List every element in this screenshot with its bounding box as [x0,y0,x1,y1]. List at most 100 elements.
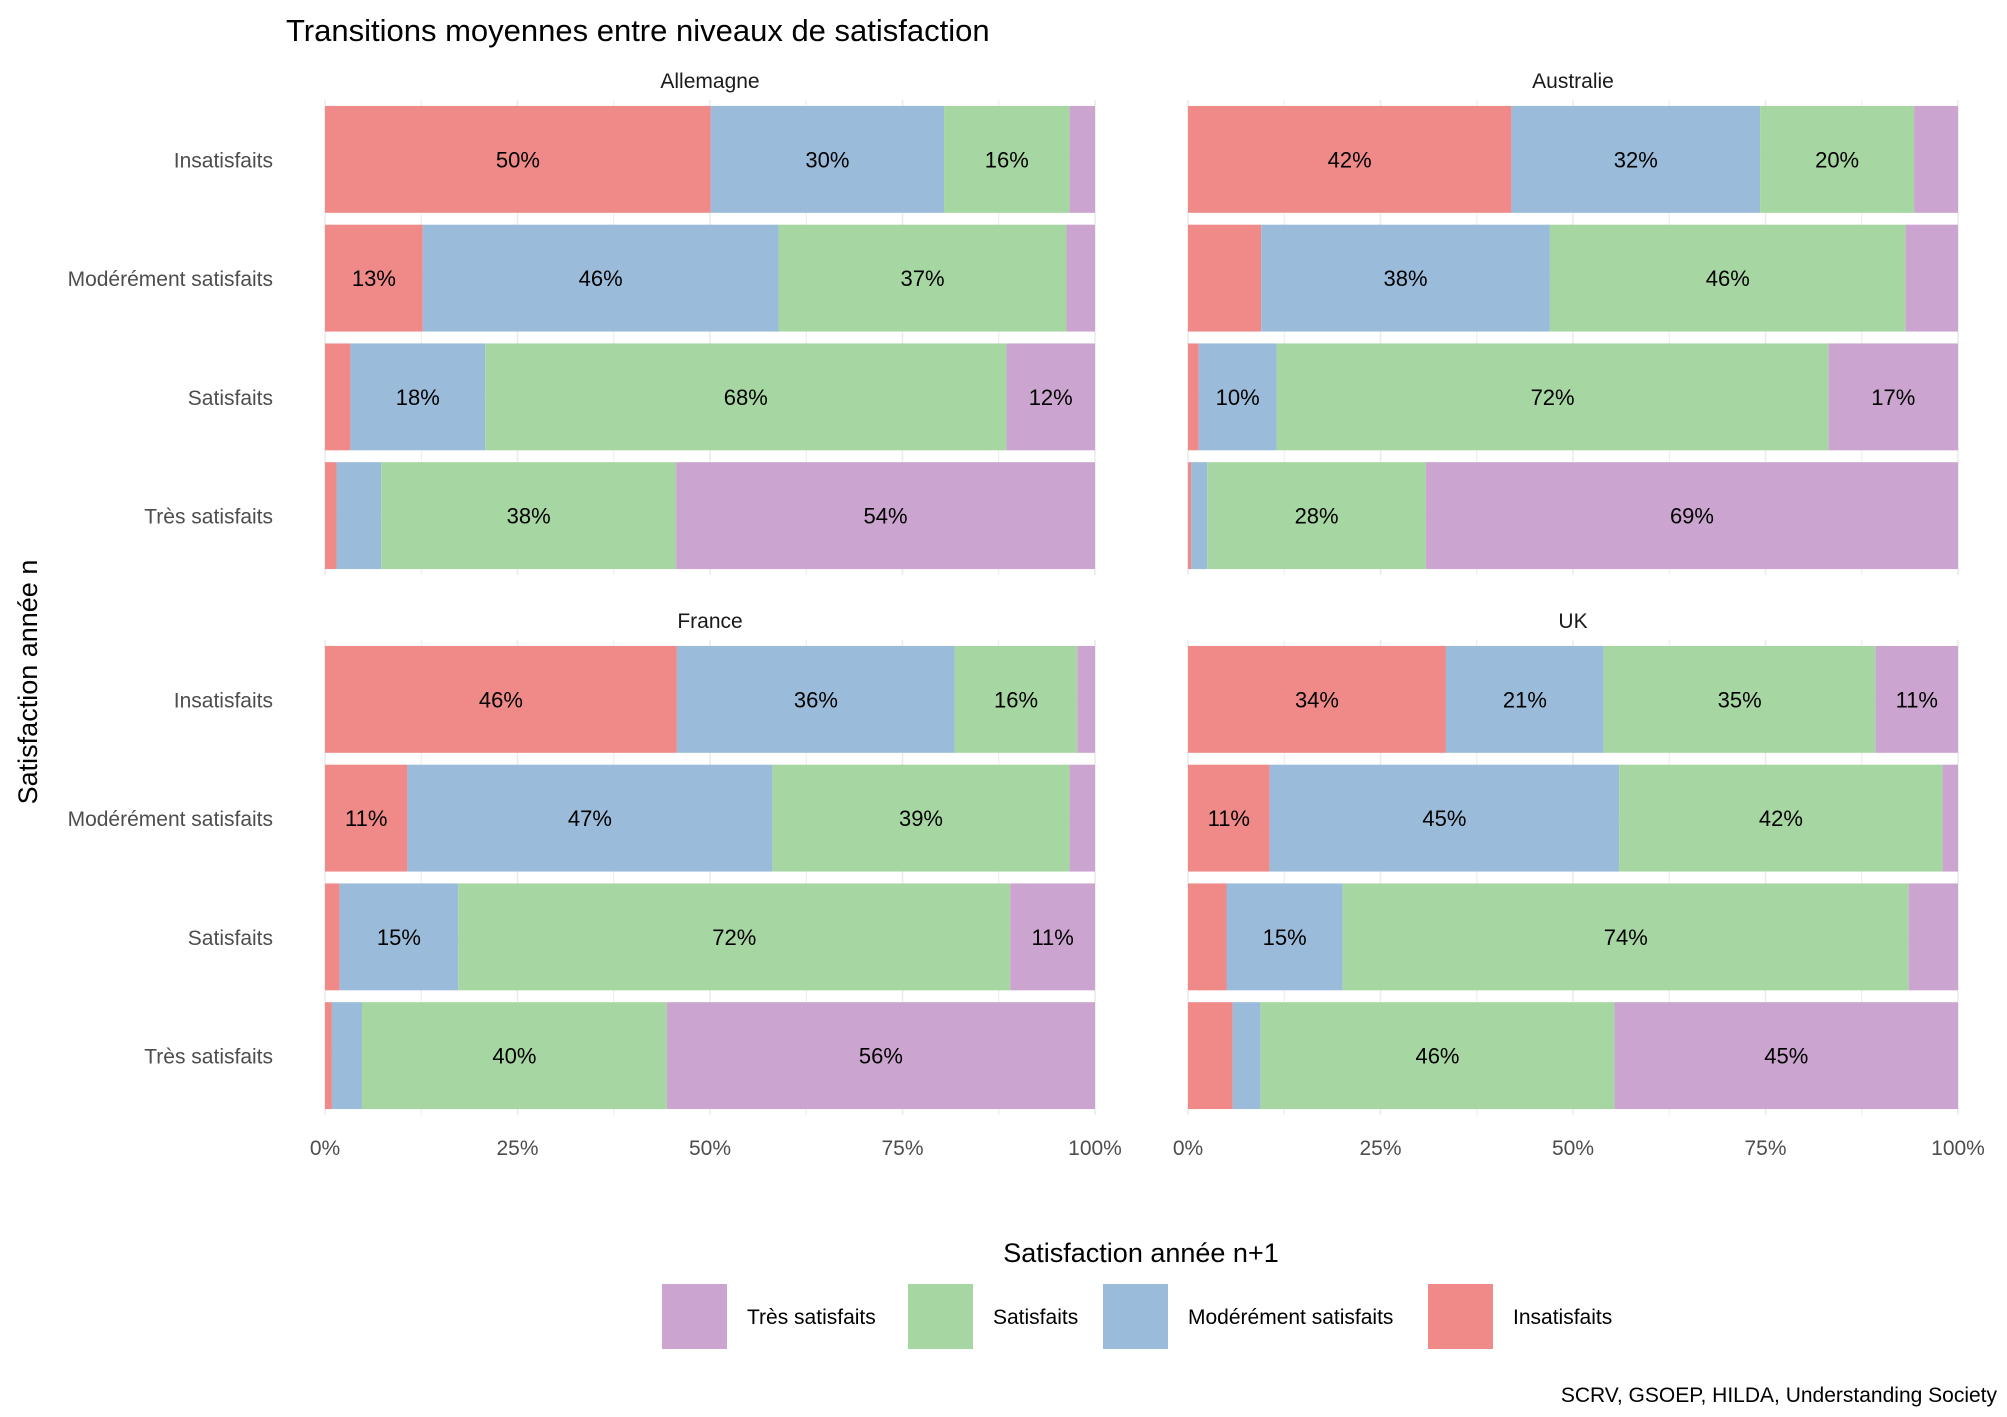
bar-allemagne-satisfaits-tres-satisfaits [1006,343,1095,451]
bar-value-label: 46% [1415,1044,1459,1069]
bar-value-label: 13% [352,266,396,291]
bar-australie-tres-satisfaits-tres-satisfaits [1425,462,1958,570]
bar-uk-insatisfaits-tres-satisfaits [1875,645,1958,753]
legend-label-satisfaits: Satisfaits [993,1306,1078,1329]
bar-value-label: 45% [1764,1044,1808,1069]
bar-value-label: 40% [492,1044,536,1069]
bar-australie-insatisfaits-tres-satisfaits [1914,105,1958,213]
bar-allemagne-insatisfaits-moderement-satisfaits [710,105,945,213]
panel-title: Allemagne [660,70,759,93]
bar-allemagne-moderement-satisfaits-insatisfaits [325,224,423,332]
bar-value-label: 46% [1706,266,1750,291]
bar-uk-moderement-satisfaits-satisfaits [1619,764,1943,872]
bar-uk-insatisfaits-moderement-satisfaits [1445,645,1604,753]
bar-uk-tres-satisfaits-tres-satisfaits [1614,1002,1958,1110]
bar-australie-tres-satisfaits-moderement-satisfaits [1191,462,1208,570]
bar-france-tres-satisfaits-satisfaits [361,1002,667,1110]
bar-value-label: 11% [1208,806,1250,831]
bar-australie-tres-satisfaits-insatisfaits [1188,462,1192,570]
bar-value-label: 74% [1604,925,1648,950]
bar-value-label: 35% [1718,687,1762,712]
bar-allemagne-tres-satisfaits-moderement-satisfaits [336,462,382,570]
y-tick-labels: Insatisfaits Modérément satisfaits Satisfa… [68,149,273,528]
bar-australie-moderement-satisfaits-insatisfaits [1188,224,1262,332]
chart-caption: SCRV, GSOEP, HILDA, Understanding Societ… [1561,1384,1998,1407]
legend: Très satisfaits Satisfaits Modérément sati… [662,1284,1612,1349]
y-tick-labels: Insatisfaits Modérément satisfaits Satisfa… [68,689,273,1068]
bar-allemagne-moderement-satisfaits-moderement-satisfaits [422,224,779,332]
bar-allemagne-insatisfaits-tres-satisfaits [1069,105,1095,213]
bar-value-label: 11% [345,806,387,831]
bar-france-tres-satisfaits-insatisfaits [325,1002,332,1110]
bar-france-insatisfaits-insatisfaits [325,645,677,753]
panel-title: Australie [1532,70,1614,93]
bar-value-label: 38% [507,504,551,529]
bar-australie-satisfaits-tres-satisfaits [1828,343,1958,451]
bar-australie-insatisfaits-insatisfaits [1188,105,1512,213]
x-tick-label: 75% [881,1137,923,1160]
bar-allemagne-satisfaits-moderement-satisfaits [350,343,486,451]
bar-uk-moderement-satisfaits-moderement-satisfaits [1269,764,1620,872]
bar-value-label: 15% [377,925,421,950]
panel-australie: Australie 42% 32% 20% 38% 46% 10% 72% 17% 28% 69% [1187,70,1959,575]
bar-value-label: 20% [1815,147,1859,172]
bar-value-label: 50% [496,147,540,172]
bar-value-label: 42% [1759,806,1803,831]
bar-allemagne-tres-satisfaits-tres-satisfaits [676,462,1095,570]
bar-australie-insatisfaits-moderement-satisfaits [1511,105,1761,213]
x-tick-label: 50% [1552,1137,1594,1160]
y-tick-label: Modérément satisfaits [68,808,273,831]
x-tick-label: 75% [1744,1137,1786,1160]
bar-australie-satisfaits-moderement-satisfaits [1198,343,1277,451]
bar-value-label: 16% [985,147,1029,172]
bar-value-label: 18% [396,385,440,410]
bar-value-label: 15% [1263,925,1307,950]
bar-value-label: 69% [1670,504,1714,529]
x-tick-label: 100% [1931,1137,1985,1160]
x-tick-labels: 0% 25% 50% 75% 100% [1173,1137,1985,1160]
legend-label-insatisfaits: Insatisfaits [1513,1306,1612,1329]
bar-allemagne-moderement-satisfaits-satisfaits [778,224,1067,332]
bar-uk-tres-satisfaits-satisfaits [1260,1002,1615,1110]
bar-value-label: 46% [579,266,623,291]
bar-australie-moderement-satisfaits-satisfaits [1549,224,1906,332]
bar-value-label: 28% [1295,504,1339,529]
bar-france-moderement-satisfaits-moderement-satisfaits [407,764,773,872]
x-tick-label: 50% [689,1137,731,1160]
bar-uk-insatisfaits-insatisfaits [1188,645,1446,753]
legend-key-tres-satisfaits [662,1284,727,1349]
bar-australie-moderement-satisfaits-tres-satisfaits [1905,224,1958,332]
bar-allemagne-insatisfaits-satisfaits [944,105,1070,213]
bar-france-moderement-satisfaits-satisfaits [772,764,1070,872]
bar-value-label: 30% [805,147,849,172]
bar-value-label: 72% [712,925,756,950]
data-labels: 46% 36% 16% 11% 47% 39% 15% 72% 11% 40% 56% [345,687,1074,1068]
panel-title: France [677,610,742,633]
panel-france: France 46% 36% 16% 11% 47% 39% 15% 72% 11% 40% 56% I… [68,610,1122,1160]
bar-australie-satisfaits-insatisfaits [1188,343,1199,451]
y-tick-label: Satisfaits [188,927,273,950]
bar-value-label: 11% [1031,925,1073,950]
bar-allemagne-tres-satisfaits-satisfaits [381,462,677,570]
bar-allemagne-insatisfaits-insatisfaits [325,105,711,213]
bar-value-label: 72% [1531,385,1575,410]
bar-value-label: 39% [899,806,943,831]
legend-label-moderement-satisfaits: Modérément satisfaits [1188,1306,1393,1329]
bar-uk-tres-satisfaits-insatisfaits [1188,1002,1233,1110]
bar-australie-tres-satisfaits-satisfaits [1207,462,1426,570]
bar-france-tres-satisfaits-tres-satisfaits [666,1002,1095,1110]
y-tick-label: Très satisfaits [144,1046,273,1069]
bar-value-label: 37% [900,266,944,291]
bar-value-label: 32% [1614,147,1658,172]
bar-value-label: 12% [1029,385,1073,410]
y-tick-label: Satisfaits [188,387,273,410]
bar-france-insatisfaits-moderement-satisfaits [676,645,955,753]
bar-france-satisfaits-insatisfaits [325,883,340,991]
bars [1188,645,1958,1110]
data-labels: 50% 30% 16% 13% 46% 37% 18% 68% 12% 38% 54% [352,147,1073,528]
bar-uk-moderement-satisfaits-insatisfaits [1188,764,1270,872]
